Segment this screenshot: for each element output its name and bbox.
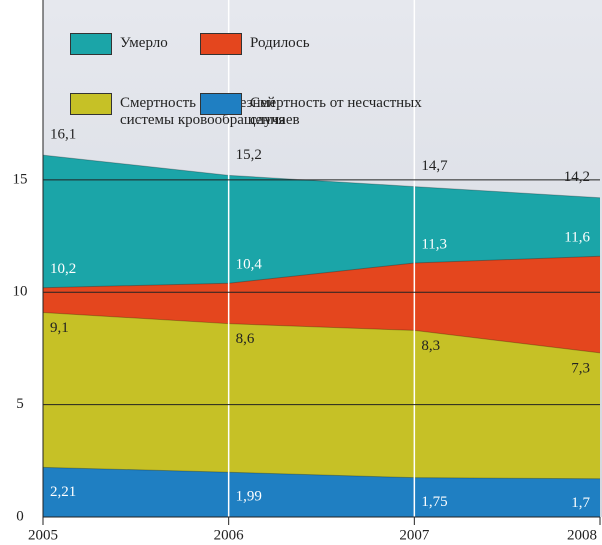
value-label: 10,2	[50, 261, 76, 277]
value-label: 8,6	[236, 331, 255, 347]
x-tick-label: 2008	[567, 527, 597, 543]
area-line	[42, 466, 601, 480]
area-line	[42, 311, 601, 354]
value-label: 10,4	[236, 257, 263, 273]
value-label: 15,2	[236, 147, 262, 163]
value-label: 2,21	[50, 484, 76, 500]
legend-label: Умерло	[120, 35, 168, 51]
value-label: 1,99	[236, 489, 262, 505]
x-tick-label: 2006	[214, 527, 245, 543]
legend-swatch	[70, 33, 112, 55]
legend-swatch	[200, 33, 242, 55]
area	[43, 312, 600, 517]
value-label: 16,1	[50, 127, 76, 143]
x-tick-label: 2005	[28, 527, 58, 543]
legend-swatch	[200, 93, 242, 115]
y-tick-label: 15	[13, 171, 28, 187]
value-label: 11,3	[421, 236, 447, 252]
value-label: 8,3	[421, 338, 440, 354]
value-label: 1,7	[571, 495, 590, 511]
legend-swatch	[70, 93, 112, 115]
value-label: 9,1	[50, 320, 69, 336]
value-label: 1,75	[421, 494, 447, 510]
value-label: 14,2	[564, 169, 590, 185]
value-label: 11,6	[564, 230, 590, 246]
y-tick-label: 0	[16, 508, 24, 524]
value-label: 14,7	[421, 158, 448, 174]
legend-label: Смертность от несчастных случаев	[250, 95, 422, 128]
value-label: 7,3	[571, 360, 590, 376]
legend-label: Родилось	[250, 35, 310, 51]
x-tick-label: 2007	[399, 527, 430, 543]
area	[43, 467, 600, 517]
y-tick-label: 10	[13, 284, 28, 300]
y-tick-label: 5	[16, 396, 24, 412]
area-line	[42, 154, 601, 199]
area-line	[42, 255, 601, 289]
